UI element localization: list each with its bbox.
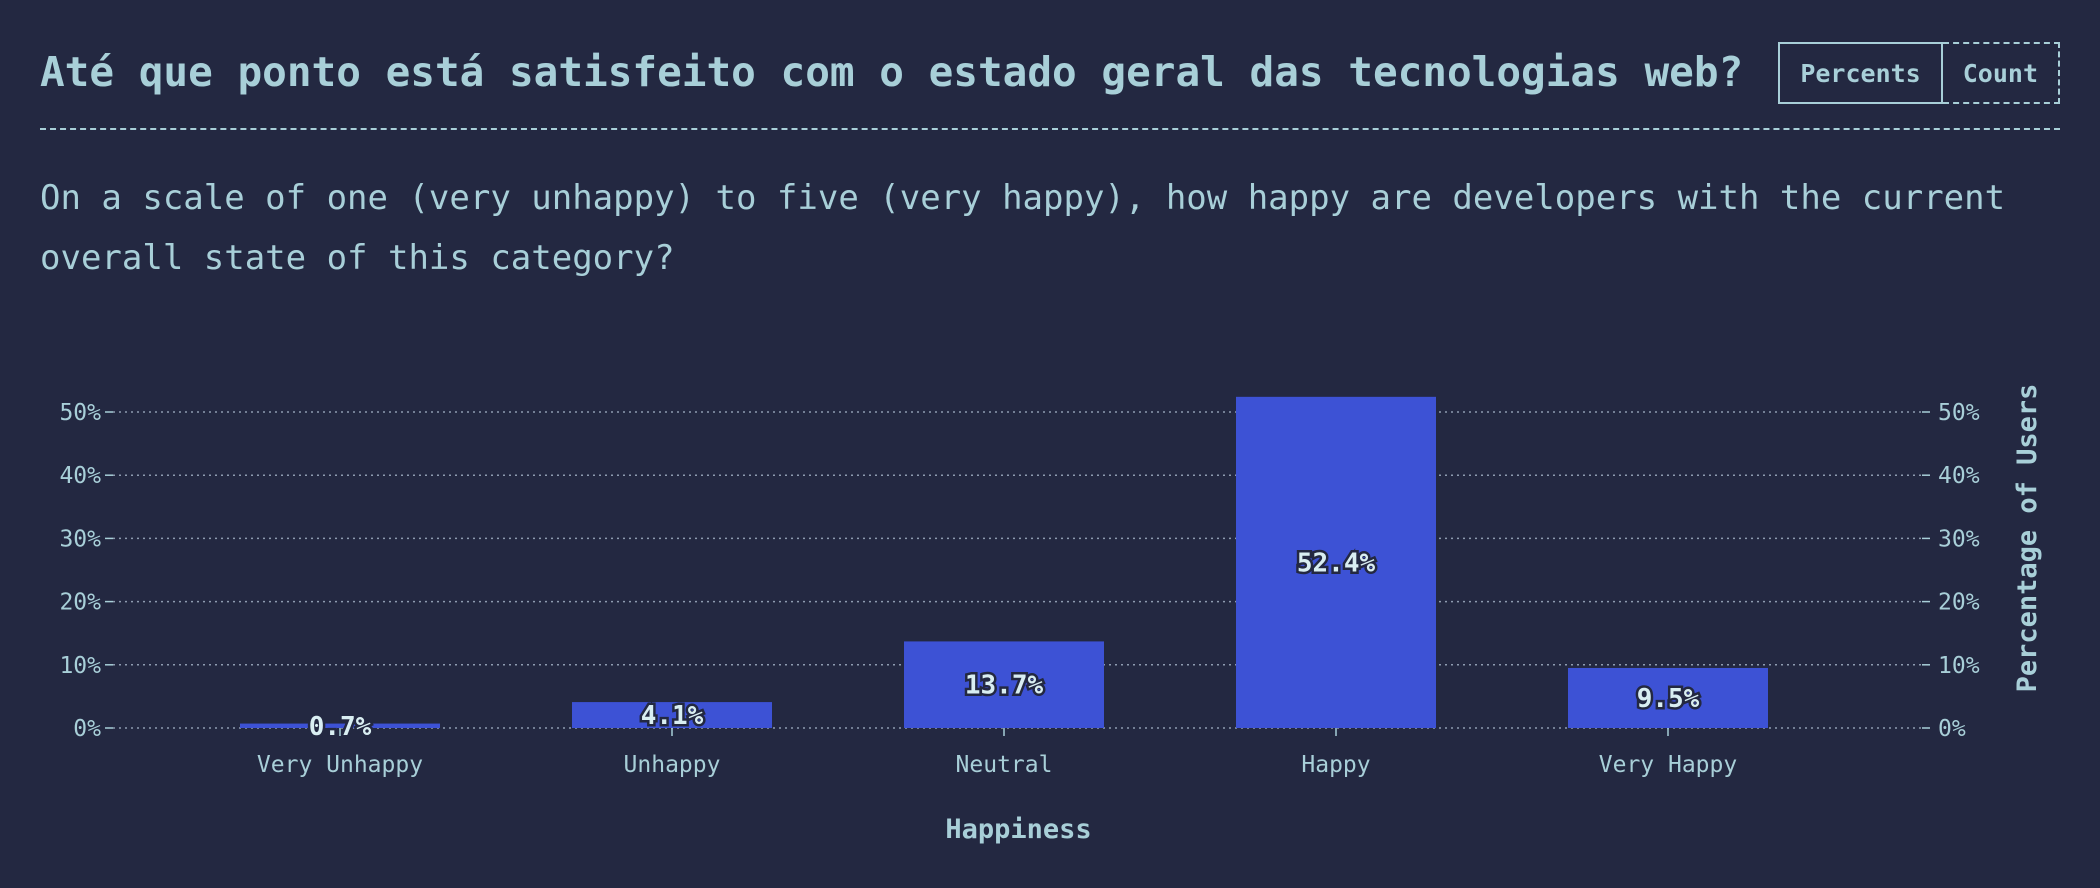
bar[interactable] — [1568, 667, 1768, 728]
x-axis-label: Happiness — [945, 814, 1091, 845]
bar-value-label: 4.1% — [641, 701, 704, 731]
percents-button[interactable]: Percents — [1778, 42, 1943, 104]
y-tick-label: 30% — [1938, 526, 1980, 552]
x-tick-label: Happy — [1301, 752, 1370, 778]
bar-value-label: 0.7% — [309, 712, 372, 742]
y-tick-label: 0% — [1938, 716, 1966, 742]
bar-value-label: 52.4% — [1297, 548, 1376, 578]
x-tick-label: Very Unhappy — [257, 752, 423, 778]
x-tick-label: Neutral — [956, 752, 1053, 778]
bar[interactable] — [1236, 396, 1436, 728]
bars: 0.7% 4.1% 13.7% 52.4% 9.5% — [240, 396, 1768, 744]
y-tick-label: 30% — [59, 526, 101, 552]
bar[interactable] — [240, 723, 440, 728]
chart-title: Até que ponto está satisfeito com o esta… — [40, 48, 1744, 96]
x-tick-label: Very Happy — [1599, 752, 1737, 778]
chart-description: On a scale of one (very unhappy) to five… — [40, 178, 2006, 278]
y-axis-label: Percentage of Users — [2012, 384, 2043, 693]
y-tick-label: 0% — [73, 716, 101, 742]
y-tick-label: 10% — [59, 653, 101, 679]
y-axis-right: 0% 10% 20% 30% 40% 50% — [1922, 400, 1980, 742]
bar[interactable] — [904, 641, 1104, 728]
bar[interactable] — [572, 702, 772, 728]
y-tick-label: 20% — [1938, 590, 1980, 616]
chart-header: Até que ponto está satisfeito com o esta… — [40, 40, 2060, 130]
y-axis-left: 0% 10% 20% 30% 40% 50% — [59, 400, 113, 742]
y-tick-label: 40% — [59, 463, 101, 489]
count-button[interactable]: Count — [1942, 42, 2060, 104]
y-tick-label: 50% — [59, 400, 101, 426]
y-tick-label: 20% — [59, 590, 101, 616]
x-tick-label: Unhappy — [624, 752, 721, 778]
bar-value-label: 13.7% — [965, 671, 1044, 701]
bar-value-label: 9.5% — [1637, 684, 1700, 714]
y-tick-label: 40% — [1938, 463, 1980, 489]
y-tick-label: 10% — [1938, 653, 1980, 679]
x-axis: Very Unhappy Unhappy Neutral Happy Very Happ… — [257, 728, 1737, 778]
units-toggle: Percents Count — [1778, 42, 2060, 104]
y-tick-label: 50% — [1938, 400, 1980, 426]
